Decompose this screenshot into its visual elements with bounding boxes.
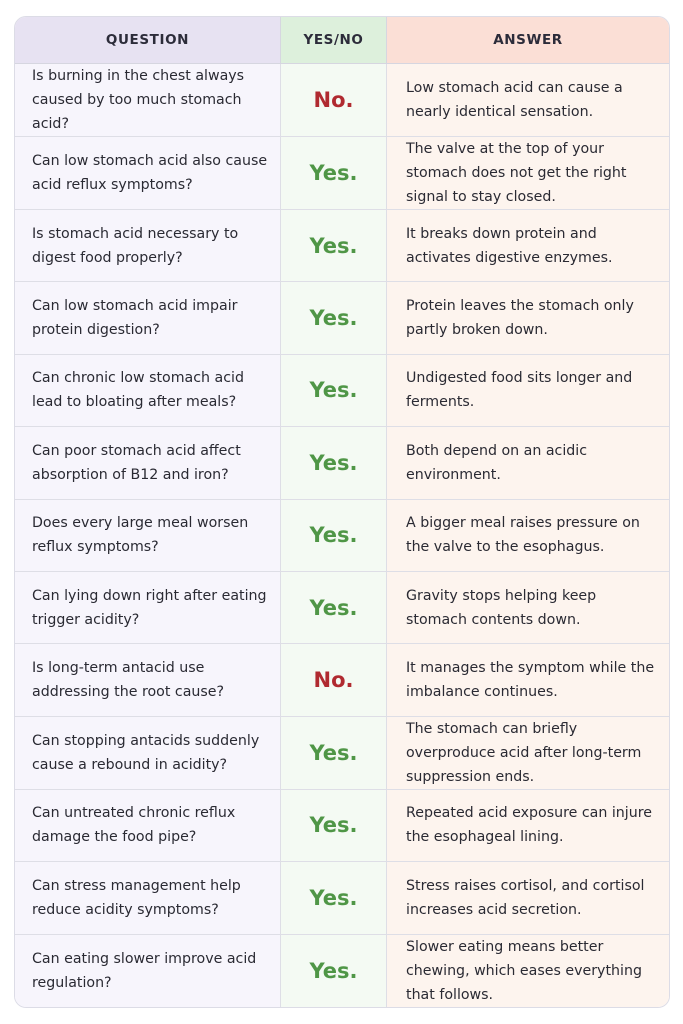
answer-cell: The stomach can briefly overproduce acid… bbox=[387, 716, 669, 790]
question-cell: Can untreated chronic reflux damage the … bbox=[15, 789, 281, 863]
verdict-cell: Yes. bbox=[281, 354, 387, 428]
header-yes-no: YES/NO bbox=[281, 17, 387, 64]
answer-cell: It manages the symptom while the imbalan… bbox=[387, 644, 669, 717]
verdict-cell: Yes. bbox=[281, 572, 387, 645]
answer-cell: A bigger meal raises pressure on the val… bbox=[387, 499, 669, 572]
answer-cell: The valve at the top of your stomach doe… bbox=[387, 137, 669, 210]
question-cell: Is burning in the chest always caused by… bbox=[15, 64, 281, 137]
question-cell: Can poor stomach acid affect absorption … bbox=[15, 427, 281, 500]
question-cell: Is long-term antacid use addressing the … bbox=[15, 644, 281, 717]
verdict-cell: Yes. bbox=[281, 427, 387, 500]
question-cell: Can eating slower improve acid regulatio… bbox=[15, 934, 281, 1007]
verdict-cell: Yes. bbox=[281, 789, 387, 863]
answer-cell: It breaks down protein and activates dig… bbox=[387, 210, 669, 283]
verdict-cell: No. bbox=[281, 644, 387, 717]
verdict-cell: Yes. bbox=[281, 862, 387, 935]
verdict-cell: Yes. bbox=[281, 137, 387, 210]
qa-table: QUESTION YES/NO ANSWER Is burning in the… bbox=[14, 16, 670, 1008]
verdict-cell: Yes. bbox=[281, 282, 387, 355]
question-cell: Can low stomach acid impair protein dige… bbox=[15, 282, 281, 355]
answer-cell: Both depend on an acidic environment. bbox=[387, 427, 669, 500]
verdict-cell: Yes. bbox=[281, 716, 387, 790]
question-cell: Can low stomach acid also cause acid ref… bbox=[15, 137, 281, 210]
verdict-cell: Yes. bbox=[281, 210, 387, 283]
answer-cell: Repeated acid exposure can injure the es… bbox=[387, 789, 669, 863]
question-cell: Can stopping antacids suddenly cause a r… bbox=[15, 716, 281, 790]
verdict-cell: No. bbox=[281, 64, 387, 137]
answer-cell: Low stomach acid can cause a nearly iden… bbox=[387, 64, 669, 137]
header-answer: ANSWER bbox=[387, 17, 669, 64]
answer-cell: Slower eating means better chewing, whic… bbox=[387, 934, 669, 1007]
answer-cell: Gravity stops helping keep stomach conte… bbox=[387, 572, 669, 645]
question-cell: Can stress management help reduce acidit… bbox=[15, 862, 281, 935]
question-cell: Is stomach acid necessary to digest food… bbox=[15, 210, 281, 283]
answer-cell: Undigested food sits longer and ferments… bbox=[387, 354, 669, 428]
verdict-cell: Yes. bbox=[281, 499, 387, 572]
verdict-cell: Yes. bbox=[281, 934, 387, 1007]
question-cell: Can chronic low stomach acid lead to blo… bbox=[15, 354, 281, 428]
question-cell: Does every large meal worsen reflux symp… bbox=[15, 499, 281, 572]
answer-cell: Stress raises cortisol, and cortisol inc… bbox=[387, 862, 669, 935]
question-cell: Can lying down right after eating trigge… bbox=[15, 572, 281, 645]
header-question: QUESTION bbox=[15, 17, 281, 64]
answer-cell: Protein leaves the stomach only partly b… bbox=[387, 282, 669, 355]
